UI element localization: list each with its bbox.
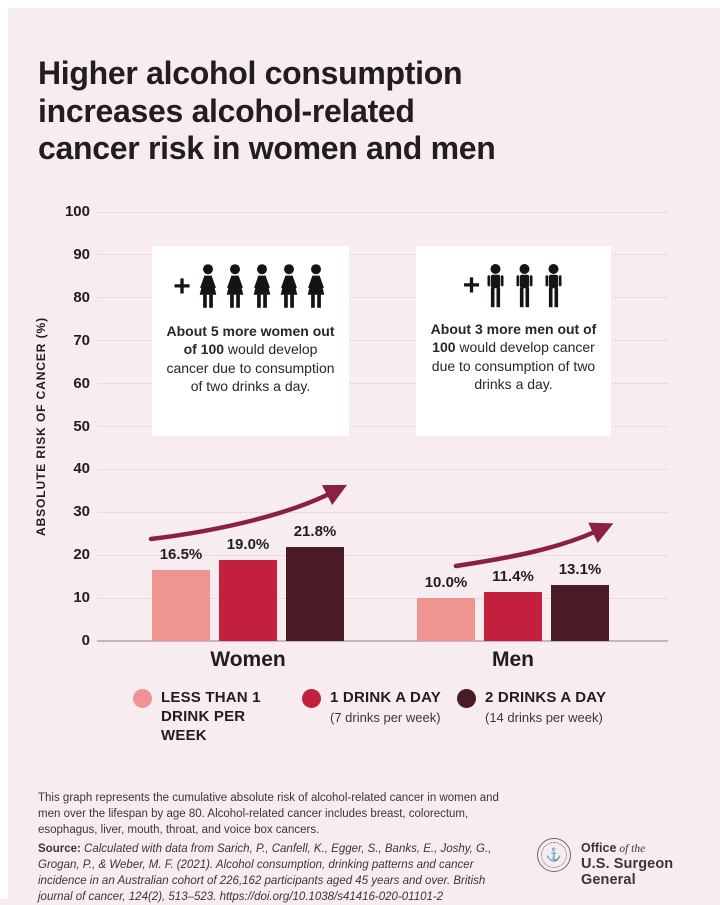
callout-women-text: About 5 more women out of 100 would deve… xyxy=(162,322,340,396)
legend-label: 1 DRINK A DAY xyxy=(330,689,441,706)
top-white-margin xyxy=(0,0,720,8)
plus-icon: + xyxy=(173,270,191,303)
callout-women-icons: + xyxy=(173,264,328,310)
y-tick-label: 70 xyxy=(73,331,90,349)
gridline xyxy=(97,383,668,385)
bar-men-1 xyxy=(484,592,542,641)
legend-sublabel: (7 drinks per week) xyxy=(330,709,441,725)
woman-icon xyxy=(253,264,271,308)
legend-label: 2 DRINKS A DAY xyxy=(485,689,607,706)
callout-men: + About 3 more men out of 100 would deve… xyxy=(416,246,611,436)
woman-icon-row xyxy=(196,264,328,310)
source-label: Source: xyxy=(38,842,81,855)
logo-office-of-the: Office of the xyxy=(581,841,646,855)
legend-dot xyxy=(302,689,321,708)
man-icon xyxy=(487,264,504,308)
y-tick-label: 50 xyxy=(73,417,90,435)
org-name: U.S. Surgeon General xyxy=(581,856,674,888)
left-white-margin xyxy=(0,0,8,899)
callout-men-text: About 3 more men out of 100 would develo… xyxy=(425,320,603,394)
gridline xyxy=(97,640,668,642)
callout-men-icons: + xyxy=(463,264,565,308)
bar-value-label: 21.8% xyxy=(293,523,337,541)
source-text: Calculated with data from Sarich, P., Ca… xyxy=(38,842,492,903)
y-tick-label: 40 xyxy=(73,460,90,478)
callout-women-bold: About 5 more women out of 100 xyxy=(166,323,335,358)
man-icon xyxy=(516,264,533,308)
bar-men-2 xyxy=(551,584,609,641)
gridline xyxy=(97,297,668,299)
legend-label: LESS THAN 1 DRINK PER WEEK xyxy=(161,689,261,744)
page-title-line: increases alcohol-related xyxy=(38,92,415,129)
group-label-women: Women xyxy=(210,648,286,671)
gridline xyxy=(97,554,668,556)
bar-women-0 xyxy=(152,570,210,641)
surgeon-general-seal-icon: ⚓ xyxy=(537,838,571,872)
callout-men-rest: would develop cancer due to consumption … xyxy=(431,339,596,393)
callout-women: + About 5 more women out xyxy=(152,246,349,436)
bar-women-1 xyxy=(219,559,277,641)
page-title-line: cancer risk in women and men xyxy=(38,130,496,167)
legend-item: 1 DRINK A DAY (7 drinks per week) xyxy=(302,689,441,725)
gridline xyxy=(97,597,668,599)
bar-value-label: 13.1% xyxy=(558,560,602,578)
y-tick-label: 20 xyxy=(73,546,90,564)
legend-item: 2 DRINKS A DAY (14 drinks per week) xyxy=(457,689,606,725)
legend-dot xyxy=(133,689,152,708)
y-tick-label: 0 xyxy=(81,632,90,649)
callout-men-bold: About 3 more men out of 100 xyxy=(430,321,597,356)
gridline xyxy=(97,511,668,513)
bar-value-label: 16.5% xyxy=(159,546,203,564)
group-label-men: Men xyxy=(492,648,534,671)
gridline xyxy=(97,254,668,256)
bar-value-label: 10.0% xyxy=(424,574,468,592)
bar-value-label: 11.4% xyxy=(492,568,534,586)
bar-men-0 xyxy=(417,598,475,641)
y-tick-label: 10 xyxy=(73,589,90,607)
woman-icon xyxy=(280,264,298,308)
logo-text: Office of the U.S. Surgeon General xyxy=(581,841,720,888)
woman-icon xyxy=(199,264,217,308)
y-tick-label: 80 xyxy=(73,288,90,306)
page-title: Higher alcohol consumption increases alco… xyxy=(38,55,558,167)
gridline xyxy=(97,340,668,342)
legend-dot xyxy=(457,689,476,708)
gridline xyxy=(97,211,668,213)
gridline xyxy=(97,468,668,470)
legend-sublabel: (14 drinks per week) xyxy=(485,709,603,725)
footnote: This graph represents the cumulative abs… xyxy=(38,791,499,836)
y-tick-label: 100 xyxy=(64,203,90,220)
y-tick-label: 30 xyxy=(73,503,90,521)
woman-icon xyxy=(226,264,244,308)
callout-women-rest: would develop cancer due to consumption … xyxy=(166,341,335,395)
bar-women-2 xyxy=(286,547,344,641)
y-tick-label: 60 xyxy=(73,374,90,392)
man-icon xyxy=(545,264,562,308)
plus-icon: + xyxy=(462,269,481,302)
gridline xyxy=(97,426,668,427)
page-title-line: Higher alcohol consumption xyxy=(38,55,463,92)
legend-item: LESS THAN 1 DRINK PER WEEK xyxy=(133,689,291,745)
man-icon-row xyxy=(485,264,564,308)
y-axis-title: ABSOLUTE RISK OF CANCER (%) xyxy=(34,317,48,536)
plot-area: 16.5% 19.0% 21.8% 10.0% 11.4% 13.1% xyxy=(97,211,668,642)
y-tick-label: 90 xyxy=(73,245,90,263)
source-note: Source: Calculated with data from Sarich… xyxy=(38,841,516,905)
woman-icon xyxy=(307,264,325,308)
